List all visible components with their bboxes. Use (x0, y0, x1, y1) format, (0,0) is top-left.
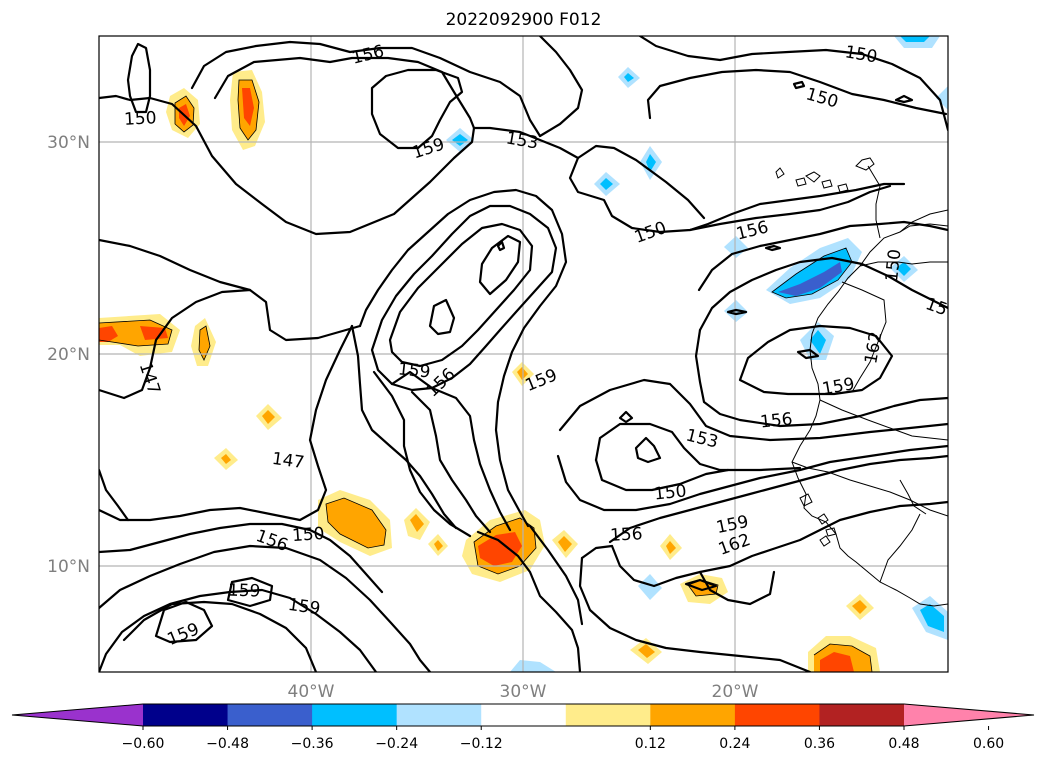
colorbar-bin (227, 704, 313, 726)
colorbar-extend-low (12, 704, 143, 726)
colorbar: −0.60 −0.48 −0.36 −0.24 −0.12 0.12 0.24 0.36 0.4… (11, 703, 1035, 752)
lat-label-30n: 30°N (47, 133, 90, 153)
map-title: 2022092900 F012 (445, 10, 602, 30)
contour-label: 150 (291, 524, 325, 546)
colorbar-bin (396, 704, 482, 726)
contour-label: 150 (124, 108, 157, 130)
colorbar-bin (734, 704, 820, 726)
colorbar-extend-high (904, 704, 1034, 726)
colorbar-bin (565, 704, 651, 726)
colorbar-bin (650, 704, 736, 726)
colorbar-bin (312, 704, 398, 726)
lon-label-20w: 20°W (712, 682, 759, 702)
lon-label-40w: 40°W (288, 682, 335, 702)
colorbar-tick-label: −0.60 (122, 736, 165, 752)
colorbar-tick-label: −0.36 (291, 736, 334, 752)
colorbar-tick-label: 0.36 (804, 736, 835, 752)
contour-label: 156 (610, 524, 643, 546)
height-contours (99, 36, 948, 672)
shading-boundaries (99, 79, 873, 672)
colorbar-bin (819, 704, 905, 726)
lat-label-20n: 20°N (47, 345, 90, 365)
contour-labels: 156 150 150 150 159 153 150 156 150 15 1… (124, 41, 948, 650)
contour-label: 159 (397, 359, 431, 382)
map-frame (98, 35, 949, 673)
colorbar-bin (143, 704, 229, 726)
map-panel: 156 150 150 150 159 153 150 156 150 15 1… (99, 36, 948, 672)
contour-label: 150 (882, 248, 905, 282)
contour-label: 156 (759, 409, 793, 432)
contour-label: 159 (287, 595, 322, 619)
graticule (99, 36, 948, 672)
colorbar-tick-label: 0.60 (973, 736, 1004, 752)
lat-label-10n: 10°N (47, 557, 90, 577)
colorbar-tick-label: −0.24 (375, 736, 418, 752)
colorbar-bin (481, 704, 567, 726)
lon-label-30w: 30°W (500, 682, 547, 702)
contour-label: 147 (271, 449, 306, 473)
contour-label: 159 (228, 580, 261, 601)
colorbar-tick-label: −0.12 (460, 736, 503, 752)
colorbar-tick-label: 0.48 (888, 736, 919, 752)
contour-label: 150 (653, 481, 687, 504)
negative-anomaly-shading (446, 36, 948, 672)
colorbar-tick-label: 0.12 (635, 736, 666, 752)
colorbar-tick-label: −0.48 (206, 736, 249, 752)
colorbar-tick-label: 0.24 (719, 736, 750, 752)
